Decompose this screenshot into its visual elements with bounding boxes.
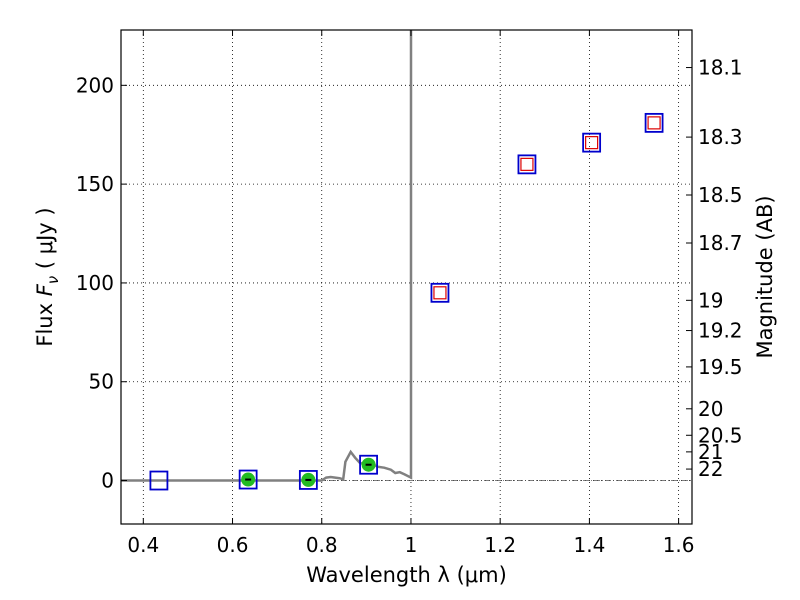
y2-tick-label: 20.5 [698,423,743,447]
observed-point-box [517,154,537,175]
y-axis-label-variable: F [33,283,57,296]
model-point-red [520,157,534,171]
observed-point-box [582,132,602,153]
y2-tick-label: 22 [698,457,723,481]
model-point-red [647,116,661,130]
data-markers [149,112,664,491]
grid-lines [121,30,692,524]
y-tick-label: 200 [76,73,114,97]
y-axis-label-prefix: Flux [33,296,57,346]
y-tick-label: 150 [76,172,114,196]
x-tick-label: 1.4 [573,533,605,557]
y-tick-label: 100 [76,271,114,295]
model-spectrum-line [121,30,413,482]
y-axis-label-suffix: ( μJy ) [33,207,57,275]
model-point-red [433,286,447,300]
x-tick-label: 0.6 [217,533,249,557]
axis-ticks [121,30,692,524]
y-tick-label: 50 [89,370,114,394]
observed-point-box [149,470,169,491]
y2-tick-label: 19 [698,288,723,312]
model-point-red [585,136,599,150]
y2-tick-label: 18.3 [698,125,743,149]
y-axis-label-subscript: ν [44,276,62,284]
y2-tick-label: 18.5 [698,183,743,207]
y2-axis-label: Magnitude (AB) [753,195,777,358]
plot-frame [120,29,693,525]
tick-labels: 0.4 0.6 0.8 1 1.2 1.4 1.6 0 50 100 150 200 18.1 18.3 1… [76,56,743,557]
x-tick-label: 0.8 [306,533,338,557]
y2-tick-label: 18.1 [698,56,743,80]
x-axis-label: Wavelength λ (μm) [306,563,507,587]
observed-point-box [359,454,378,475]
y-tick-label: 0 [101,469,114,493]
y2-tick-label: 20 [698,397,723,421]
observed-point-box [298,470,318,490]
x-tick-label: 0.4 [127,533,159,557]
y2-tick-label: 19.5 [698,355,743,379]
y2-tick-label: 19.2 [698,319,743,343]
y2-tick-label: 18.7 [698,231,743,255]
observed-point-box [644,112,664,133]
observed-point-box [238,469,258,490]
x-tick-label: 1 [405,533,418,557]
x-tick-label: 1.6 [663,533,695,557]
observed-point-box [430,282,450,303]
y2-tick-label: 21 [698,440,723,464]
x-tick-label: 1.2 [484,533,516,557]
y-axis-label: Flux Fν ( μJy ) [33,207,62,346]
